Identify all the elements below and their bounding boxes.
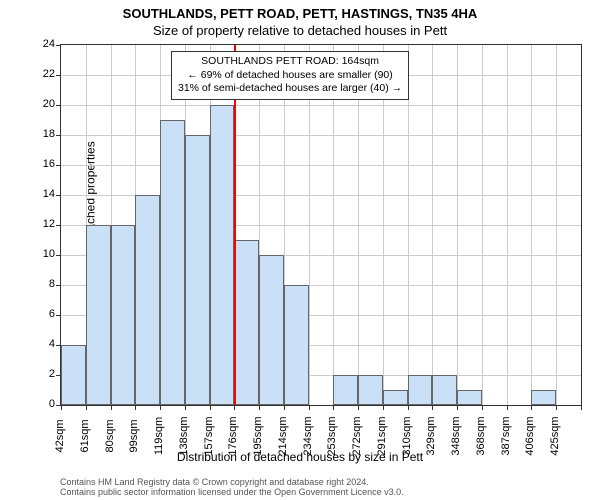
xtick-label: 214sqm [277, 416, 289, 455]
grid-line-v [556, 45, 557, 405]
histogram-bar [111, 225, 136, 405]
histogram-bar [457, 390, 482, 405]
ytick-label: 4 [49, 338, 55, 350]
histogram-bar [432, 375, 457, 405]
grid-line-v [457, 45, 458, 405]
info-line-2: ← 69% of detached houses are smaller (90… [178, 69, 402, 83]
info-box: SOUTHLANDS PETT ROAD: 164sqm ← 69% of de… [171, 51, 409, 100]
xtick-mark [507, 405, 508, 410]
xtick-label: 61sqm [79, 419, 91, 452]
ytick-label: 2 [49, 368, 55, 380]
ytick-label: 6 [49, 308, 55, 320]
ytick-label: 12 [43, 218, 55, 230]
grid-line-h [61, 165, 581, 166]
xtick-mark [185, 405, 186, 410]
xtick-mark [284, 405, 285, 410]
histogram-bar [185, 135, 210, 405]
ytick-label: 8 [49, 278, 55, 290]
histogram-bar [333, 375, 358, 405]
xtick-label: 80sqm [104, 419, 116, 452]
grid-line-h [61, 135, 581, 136]
histogram-bar [531, 390, 556, 405]
xtick-label: 234sqm [302, 416, 314, 455]
ytick-label: 10 [43, 248, 55, 260]
xtick-mark [333, 405, 334, 410]
xtick-label: 138sqm [178, 416, 190, 455]
xtick-label: 99sqm [128, 419, 140, 452]
xtick-mark [408, 405, 409, 410]
info-line-3: 31% of semi-detached houses are larger (… [178, 82, 402, 96]
histogram-bar [61, 345, 86, 405]
xtick-label: 195sqm [252, 416, 264, 455]
ytick-label: 14 [43, 188, 55, 200]
info-line-1: SOUTHLANDS PETT ROAD: 164sqm [178, 55, 402, 69]
xtick-mark [160, 405, 161, 410]
xtick-label: 253sqm [326, 416, 338, 455]
histogram-bar [408, 375, 433, 405]
xtick-label: 368sqm [475, 416, 487, 455]
xtick-mark [556, 405, 557, 410]
ytick-label: 24 [43, 38, 55, 50]
histogram-bar [259, 255, 284, 405]
xtick-label: 310sqm [401, 416, 413, 455]
histogram-bar [135, 195, 160, 405]
plot-area: SOUTHLANDS PETT ROAD: 164sqm ← 69% of de… [60, 44, 582, 406]
copyright-line-2: Contains public sector information licen… [60, 488, 404, 498]
xtick-mark [581, 405, 582, 410]
xtick-mark [432, 405, 433, 410]
xtick-label: 425sqm [549, 416, 561, 455]
xtick-label: 42sqm [54, 419, 66, 452]
xtick-label: 406sqm [524, 416, 536, 455]
xtick-label: 176sqm [227, 416, 239, 455]
ytick-label: 16 [43, 158, 55, 170]
xtick-label: 329sqm [425, 416, 437, 455]
xtick-mark [111, 405, 112, 410]
histogram-bar [383, 390, 408, 405]
xtick-mark [457, 405, 458, 410]
grid-line-v [507, 45, 508, 405]
histogram-bar [358, 375, 383, 405]
xtick-label: 291sqm [376, 416, 388, 455]
ytick-label: 0 [49, 398, 55, 410]
grid-line-v [531, 45, 532, 405]
xtick-label: 348sqm [450, 416, 462, 455]
xtick-mark [234, 405, 235, 410]
histogram-bar [234, 240, 259, 405]
ytick-label: 20 [43, 98, 55, 110]
ytick-label: 22 [43, 68, 55, 80]
grid-line-v [432, 45, 433, 405]
xtick-mark [86, 405, 87, 410]
xtick-mark [210, 405, 211, 410]
histogram-bar [86, 225, 111, 405]
xtick-label: 157sqm [203, 416, 215, 455]
xtick-mark [135, 405, 136, 410]
xtick-label: 387sqm [500, 416, 512, 455]
xtick-mark [383, 405, 384, 410]
xtick-mark [61, 405, 62, 410]
grid-line-v [482, 45, 483, 405]
ytick-label: 18 [43, 128, 55, 140]
copyright: Contains HM Land Registry data © Crown c… [60, 478, 404, 498]
chart-title-main: SOUTHLANDS, PETT ROAD, PETT, HASTINGS, T… [0, 0, 600, 21]
xtick-mark [259, 405, 260, 410]
histogram-bar [284, 285, 309, 405]
chart-title-sub: Size of property relative to detached ho… [0, 21, 600, 38]
xtick-label: 272sqm [351, 416, 363, 455]
chart-container: SOUTHLANDS, PETT ROAD, PETT, HASTINGS, T… [0, 0, 600, 500]
xtick-mark [309, 405, 310, 410]
xtick-label: 119sqm [153, 417, 165, 455]
grid-line-h [61, 105, 581, 106]
histogram-bar [160, 120, 185, 405]
ytick-mark [56, 45, 61, 46]
xtick-mark [358, 405, 359, 410]
histogram-bar [210, 105, 235, 405]
xtick-mark [531, 405, 532, 410]
xtick-mark [482, 405, 483, 410]
